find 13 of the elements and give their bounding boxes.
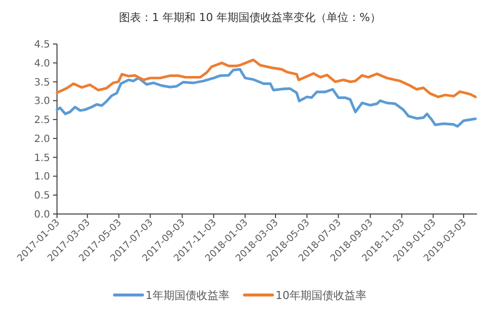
legend-label: 1年期国债收益率 <box>146 289 230 302</box>
title: 图表：1 年期和 10 年期国债收益率变化（单位：%） <box>119 11 381 24</box>
y-tick-label: 0.0 <box>34 210 50 220</box>
y-tick-label: 1.0 <box>34 172 50 183</box>
y-tick-label: 0.5 <box>34 190 50 202</box>
y-tick-label: 4.5 <box>34 40 50 50</box>
y-tick-label: 4.0 <box>34 58 50 70</box>
y-tick-label: 2.0 <box>34 134 50 145</box>
y-tick-label: 2.5 <box>34 115 50 126</box>
y-tick-label: 3.5 <box>34 77 50 88</box>
y-tick-label: 3.0 <box>34 96 50 108</box>
y-tick-label: 1.5 <box>34 152 50 164</box>
legend-label: 10年期国债收益率 <box>276 289 366 302</box>
